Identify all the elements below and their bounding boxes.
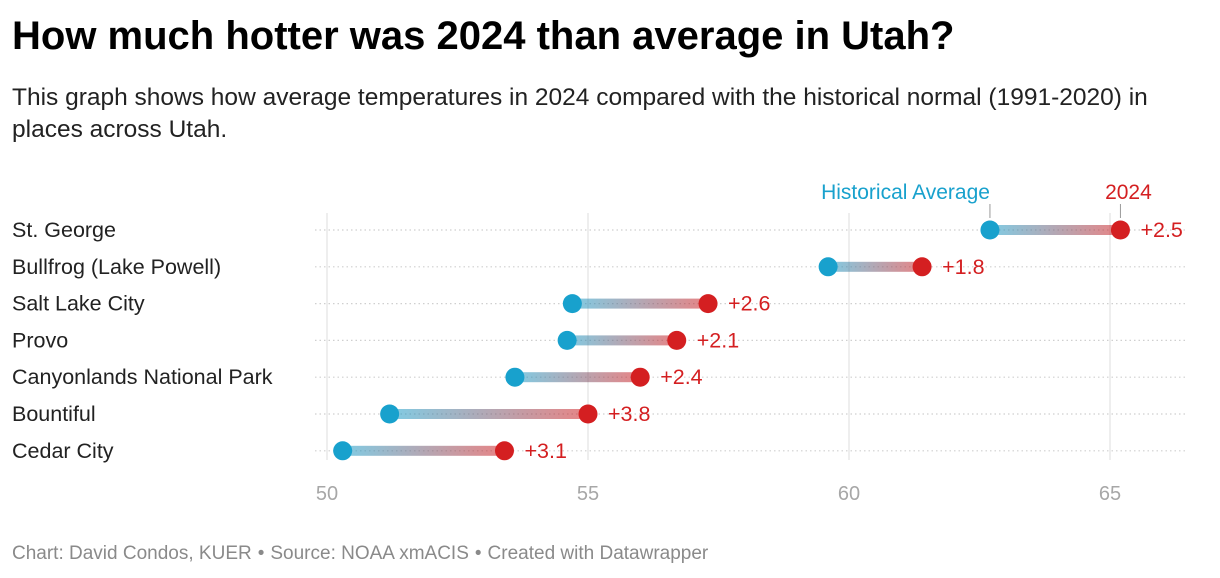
chart-subtitle: This graph shows how average temperature… [12,84,1148,143]
year-2024-dot [667,330,687,350]
difference-label: +3.8 [608,402,650,426]
range-bar [989,225,1121,235]
category-label: Canyonlands National Park [12,365,273,389]
historical-average-dot [562,294,582,314]
range-bar [389,409,588,419]
category-label: Provo [12,328,68,352]
category-label: Cedar City [12,439,114,463]
difference-label: +2.1 [697,328,739,352]
year-2024-dot [630,367,650,387]
year-2024-dot [698,294,718,314]
category-label: St. George [12,218,116,242]
difference-label: +2.5 [1140,218,1182,242]
legend-2024-label: 2024 [1105,181,1152,204]
chart-row: Salt Lake City +2.6 [12,292,1188,316]
legend-layer: Historical Average 2024 [821,181,1152,218]
footer-separator: • [474,543,482,564]
category-label: Bullfrog (Lake Powell) [12,255,221,279]
year-2024-dot [494,441,514,461]
range-bar [514,372,641,383]
row-layer: St. George +2.5 Bullfrog (Lake Powell) +1.8… [12,218,1188,463]
historical-average-dot [557,330,577,350]
range-bar [828,261,923,272]
footer-separator: • [257,543,265,564]
chart-credit: Chart: David Condos, KUER [12,543,252,564]
x-tick-label: 55 [577,483,599,505]
chart-title: How much hotter was 2024 than average in… [12,14,955,58]
historical-average-dot [505,367,525,387]
chart-row: Bountiful +3.8 [12,402,1188,426]
range-bar [572,298,709,309]
chart-source: Source: NOAA xmACIS [270,543,469,564]
year-2024-dot [1110,220,1130,240]
historical-average-dot [980,220,1000,240]
chart-row: St. George +2.5 [12,218,1188,242]
chart-tool-credit: Created with Datawrapper [487,543,709,564]
year-2024-dot [912,257,932,277]
chart-row: Provo +2.1 [12,328,1188,352]
difference-label: +3.1 [524,439,566,463]
historical-average-dot [333,441,353,461]
range-bar [567,335,677,346]
range-dot-chart: St. George +2.5 Bullfrog (Lake Powell) +1.8… [12,181,1188,505]
chart-row: Cedar City +3.1 [12,439,1188,463]
legend-historical-label: Historical Average [821,181,990,204]
difference-label: +2.6 [728,292,770,316]
difference-label: +2.4 [660,365,702,389]
difference-label: +1.8 [942,255,984,279]
category-label: Salt Lake City [12,292,145,316]
x-axis-ticks: 50 55 60 65 [316,483,1121,505]
x-tick-label: 50 [316,483,338,505]
chart-row: Bullfrog (Lake Powell) +1.8 [12,255,1188,279]
category-label: Bountiful [12,402,96,426]
historical-average-dot [380,404,400,424]
x-tick-label: 65 [1099,483,1121,505]
year-2024-dot [578,404,598,424]
range-bar [342,445,505,456]
chart-row: Canyonlands National Park +2.4 [12,365,1188,389]
historical-average-dot [818,257,838,277]
chart-footer: Chart: David Condos, KUER • Source: NOAA x… [12,542,708,566]
x-tick-label: 60 [838,483,860,505]
